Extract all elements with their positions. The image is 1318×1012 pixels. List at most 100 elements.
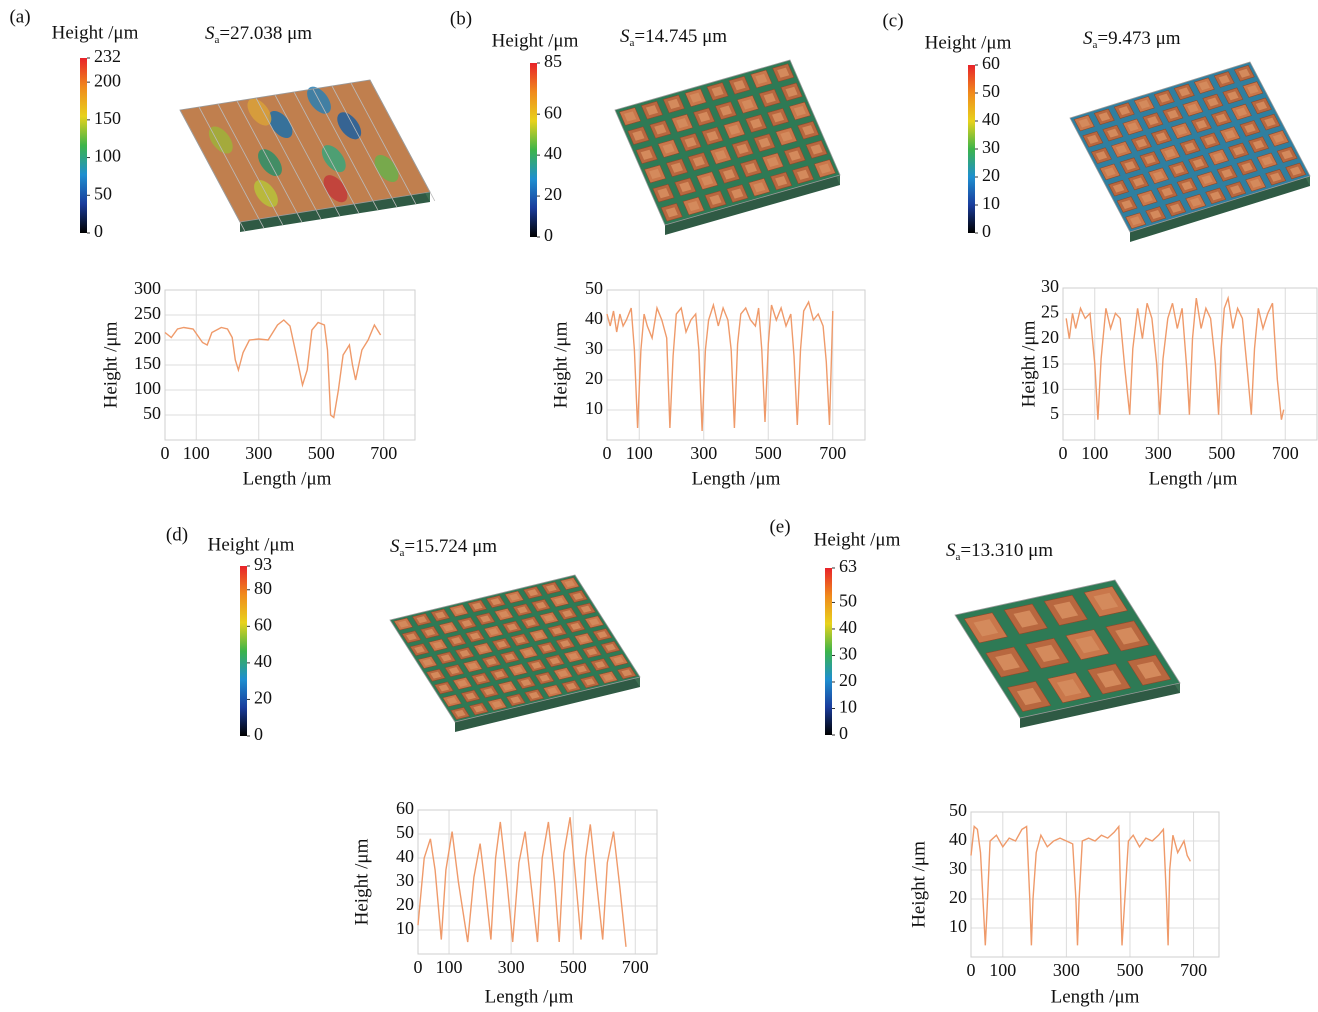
x-tick-label: 0 [603, 443, 612, 463]
roughness-value: =27.038 μm [219, 23, 312, 44]
y-tick-label: 50 [396, 822, 414, 842]
x-tick-label: 100 [626, 443, 653, 463]
colorbar-tick-label: 200 [94, 70, 121, 90]
x-axis-label: Length /μm [243, 468, 332, 489]
y-tick-label: 50 [585, 278, 603, 298]
y-axis-label: Height /μm [100, 321, 121, 408]
x-tick-label: 0 [1059, 443, 1068, 463]
roughness-value: =14.745 μm [634, 26, 727, 47]
y-tick-label: 20 [396, 894, 414, 914]
colorbar-tick-label: 60 [254, 614, 272, 634]
colorbar-tick-label: 10 [839, 697, 857, 717]
y-tick-label: 250 [134, 303, 161, 323]
x-tick-label: 300 [498, 957, 525, 977]
x-axis-label: Length /μm [485, 986, 574, 1007]
panel-label: (d) [166, 524, 188, 545]
colorbar-tick-label: 50 [982, 81, 1000, 101]
y-tick-label: 150 [134, 353, 161, 373]
y-tick-label: 50 [143, 403, 161, 423]
y-tick-label: 300 [134, 278, 161, 298]
colorbar-tick-label: 60 [982, 53, 1000, 73]
x-tick-label: 300 [690, 443, 717, 463]
x-tick-label: 500 [1208, 443, 1235, 463]
y-tick-label: 100 [134, 378, 161, 398]
y-tick-label: 10 [396, 918, 414, 938]
roughness-symbol: S [390, 536, 400, 557]
colorbar-title: Height /μm [208, 534, 295, 555]
y-tick-label: 60 [396, 798, 414, 818]
page: {"colormap": ["#000000", "#1a3c9c", "#1e… [0, 0, 1318, 1012]
x-tick-label: 0 [414, 957, 423, 977]
panel-label: (a) [9, 6, 30, 27]
roughness-symbol: S [620, 26, 630, 47]
x-tick-label: 300 [1145, 443, 1172, 463]
surface-3d [1070, 62, 1310, 232]
x-tick-label: 500 [308, 443, 335, 463]
x-tick-label: 100 [183, 443, 210, 463]
profile-line [607, 302, 833, 431]
colorbar-tick-label: 0 [544, 225, 553, 245]
x-axis-label: Length /μm [1051, 986, 1140, 1007]
x-tick-label: 700 [622, 957, 649, 977]
x-tick-label: 500 [755, 443, 782, 463]
colorbar-title: Height /μm [492, 30, 579, 51]
x-tick-label: 700 [819, 443, 846, 463]
roughness-value: =15.724 μm [404, 536, 497, 557]
colorbar-tick-label: 40 [982, 109, 1000, 129]
y-tick-label: 30 [396, 870, 414, 890]
panel-label: (c) [882, 10, 903, 31]
x-tick-label: 700 [370, 443, 397, 463]
colorbar-title: Height /μm [925, 32, 1012, 53]
colorbar-tick-label: 20 [254, 688, 272, 708]
roughness-symbol: S [946, 540, 956, 561]
x-axis-label: Length /μm [692, 468, 781, 489]
x-tick-label: 100 [989, 960, 1016, 980]
colorbar-tick-label: 80 [254, 578, 272, 598]
colorbar-title: Height /μm [52, 22, 139, 43]
y-tick-label: 25 [1041, 301, 1059, 321]
y-tick-label: 5 [1050, 403, 1059, 423]
roughness-symbol: S [1083, 28, 1093, 49]
y-tick-label: 15 [1041, 352, 1059, 372]
y-axis-label: Height /μm [351, 838, 372, 925]
colorbar-tick-label: 30 [982, 137, 1000, 157]
x-tick-label: 500 [560, 957, 587, 977]
colorbar-tick-label: 93 [254, 554, 272, 574]
x-tick-label: 0 [161, 443, 170, 463]
x-tick-label: 0 [967, 960, 976, 980]
colorbar-tick-label: 20 [839, 670, 857, 690]
y-tick-label: 50 [949, 800, 967, 820]
x-tick-label: 700 [1180, 960, 1207, 980]
profile-line [165, 320, 381, 418]
figure: (a)Height /μm050100150200232Sa=27.038 μm… [0, 0, 1318, 1012]
y-tick-label: 40 [585, 308, 603, 328]
colorbar-tick-label: 0 [254, 724, 263, 744]
colorbar-tick-label: 40 [254, 651, 272, 671]
colorbar [968, 65, 975, 233]
x-tick-label: 300 [1053, 960, 1080, 980]
colorbar-tick-label: 30 [839, 644, 857, 664]
y-tick-label: 20 [585, 368, 603, 388]
y-tick-label: 40 [396, 846, 414, 866]
colorbar-tick-label: 20 [982, 165, 1000, 185]
y-tick-label: 10 [585, 398, 603, 418]
colorbar-tick-label: 10 [982, 193, 1000, 213]
colorbar-tick-label: 0 [839, 723, 848, 743]
y-tick-label: 10 [1041, 377, 1059, 397]
surface-base [615, 60, 840, 225]
colorbar-tick-label: 100 [94, 146, 121, 166]
surface-3d [179, 78, 435, 231]
roughness-label: Sa=13.310 μm [946, 540, 1053, 562]
colorbar [530, 63, 537, 237]
profile-line [1066, 298, 1284, 420]
colorbar-tick-label: 40 [839, 617, 857, 637]
x-tick-label: 500 [1116, 960, 1143, 980]
y-axis-label: Height /μm [1018, 320, 1039, 407]
colorbar-tick-label: 63 [839, 556, 857, 576]
colorbar-tick-label: 40 [544, 143, 562, 163]
x-axis-label: Length /μm [1149, 468, 1238, 489]
colorbar-tick-label: 20 [544, 184, 562, 204]
colorbar [825, 568, 832, 735]
y-tick-label: 30 [949, 858, 967, 878]
x-tick-label: 300 [245, 443, 272, 463]
